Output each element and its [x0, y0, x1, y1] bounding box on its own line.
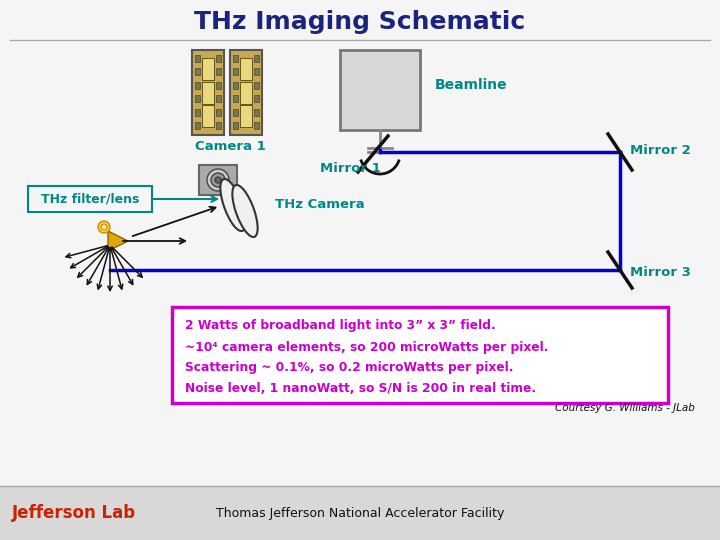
FancyBboxPatch shape: [233, 55, 238, 62]
Text: Beamline: Beamline: [435, 78, 508, 92]
FancyBboxPatch shape: [254, 55, 259, 62]
FancyBboxPatch shape: [233, 82, 238, 89]
FancyBboxPatch shape: [233, 69, 238, 76]
FancyBboxPatch shape: [195, 82, 200, 89]
Text: Mirror 3: Mirror 3: [630, 266, 691, 279]
FancyBboxPatch shape: [254, 69, 259, 76]
Text: Camera 1: Camera 1: [195, 140, 266, 153]
Ellipse shape: [220, 179, 246, 231]
FancyBboxPatch shape: [216, 109, 221, 116]
FancyBboxPatch shape: [233, 109, 238, 116]
Text: Noise level, 1 nanoWatt, so S/N is 200 in real time.: Noise level, 1 nanoWatt, so S/N is 200 i…: [185, 381, 536, 395]
FancyBboxPatch shape: [195, 69, 200, 76]
Circle shape: [101, 224, 107, 230]
FancyBboxPatch shape: [240, 82, 252, 104]
Text: Thomas Jefferson National Accelerator Facility: Thomas Jefferson National Accelerator Fa…: [216, 507, 504, 519]
Text: THz Imaging Schematic: THz Imaging Schematic: [194, 10, 526, 34]
FancyBboxPatch shape: [340, 50, 420, 130]
Text: Mirror 1: Mirror 1: [320, 161, 381, 174]
FancyBboxPatch shape: [0, 0, 720, 486]
FancyBboxPatch shape: [240, 105, 252, 127]
FancyBboxPatch shape: [202, 58, 214, 80]
Ellipse shape: [233, 185, 258, 237]
FancyBboxPatch shape: [254, 95, 259, 102]
Text: THz filter/lens: THz filter/lens: [41, 192, 139, 206]
FancyBboxPatch shape: [233, 95, 238, 102]
FancyBboxPatch shape: [199, 165, 237, 195]
FancyBboxPatch shape: [216, 122, 221, 129]
FancyBboxPatch shape: [202, 82, 214, 104]
Text: THz Camera: THz Camera: [275, 199, 364, 212]
FancyBboxPatch shape: [192, 50, 224, 135]
Circle shape: [207, 169, 229, 191]
FancyBboxPatch shape: [240, 58, 252, 80]
FancyBboxPatch shape: [254, 109, 259, 116]
FancyBboxPatch shape: [254, 122, 259, 129]
FancyBboxPatch shape: [195, 122, 200, 129]
Text: Mirror 2: Mirror 2: [630, 144, 690, 157]
FancyBboxPatch shape: [216, 82, 221, 89]
FancyBboxPatch shape: [195, 109, 200, 116]
FancyBboxPatch shape: [28, 186, 152, 212]
FancyBboxPatch shape: [0, 486, 720, 540]
Circle shape: [215, 177, 221, 183]
Polygon shape: [108, 231, 128, 251]
FancyBboxPatch shape: [230, 50, 262, 135]
FancyBboxPatch shape: [254, 82, 259, 89]
Circle shape: [211, 173, 225, 187]
FancyBboxPatch shape: [216, 69, 221, 76]
FancyBboxPatch shape: [195, 55, 200, 62]
FancyBboxPatch shape: [233, 122, 238, 129]
FancyBboxPatch shape: [216, 95, 221, 102]
FancyBboxPatch shape: [195, 95, 200, 102]
Text: Scattering ~ 0.1%, so 0.2 microWatts per pixel.: Scattering ~ 0.1%, so 0.2 microWatts per…: [185, 361, 513, 375]
Text: ~10⁴ camera elements, so 200 microWatts per pixel.: ~10⁴ camera elements, so 200 microWatts …: [185, 341, 549, 354]
FancyBboxPatch shape: [216, 55, 221, 62]
FancyBboxPatch shape: [202, 105, 214, 127]
FancyBboxPatch shape: [172, 307, 668, 403]
Text: Courtesy G. Williams - JLab: Courtesy G. Williams - JLab: [555, 403, 695, 413]
Text: 2 Watts of broadband light into 3” x 3” field.: 2 Watts of broadband light into 3” x 3” …: [185, 319, 496, 332]
Circle shape: [98, 221, 110, 233]
Text: Jefferson Lab: Jefferson Lab: [12, 504, 136, 522]
